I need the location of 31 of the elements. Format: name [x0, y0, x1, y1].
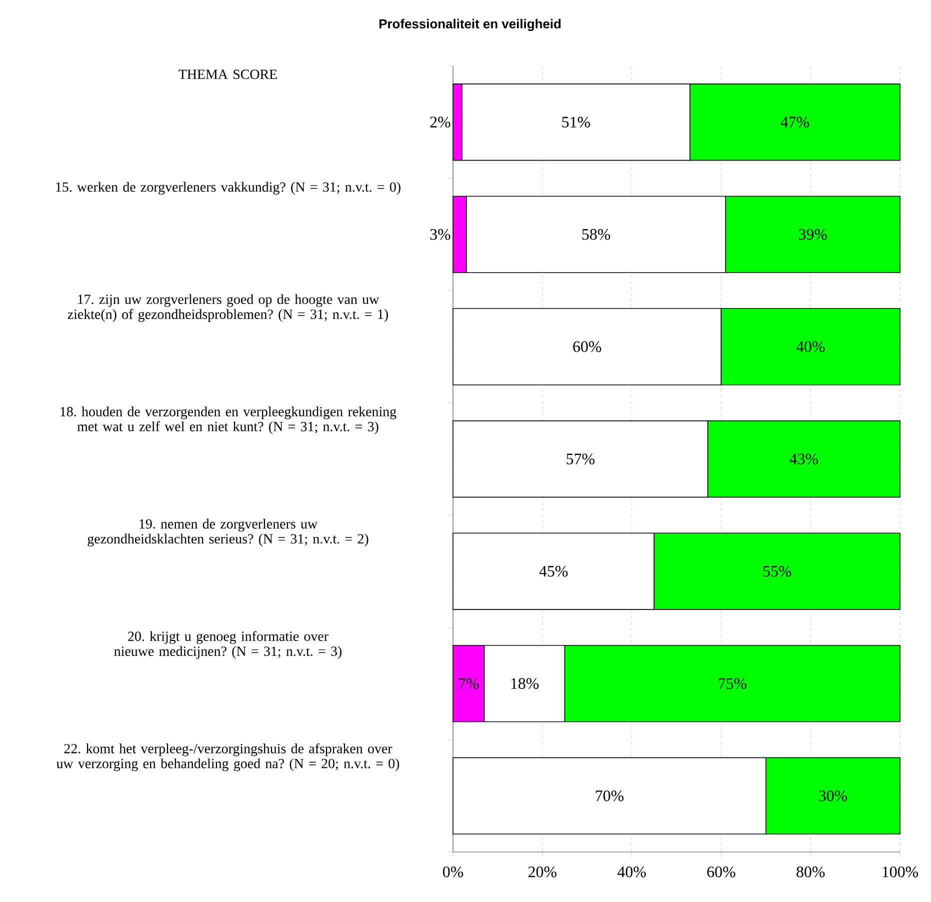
y-tick-label: 15. werken de zorgverleners vakkundig? (N = 31; n.v.t. = 0): [56, 182, 400, 195]
data-label: 47%: [780, 116, 810, 128]
data-label: 30%: [819, 790, 848, 802]
data-label: 58%: [582, 229, 610, 240]
x-tick-label: 60%: [707, 866, 736, 878]
x-tick-label: 0%: [442, 866, 464, 878]
x-tick-label: 100%: [882, 866, 918, 878]
data-label: 60%: [573, 341, 602, 352]
data-label: 39%: [799, 229, 827, 240]
y-tick-label: THEMA SCORE: [178, 70, 277, 80]
x-tick-label: 40%: [618, 866, 646, 878]
data-label: 51%: [562, 116, 590, 128]
x-tick-label: 20%: [528, 866, 556, 878]
y-tick-label: 17. zijn uw zorgverleners goed op de hoogte van uw ziekte(n) of gezondheidsproblemen? (N = 31; n.v.t. = 1): [68, 294, 388, 322]
data-label: 75%: [718, 678, 746, 689]
data-label: 7%: [459, 678, 479, 689]
y-tick-label: 19. nemen de zorgverleners uw gezondheidsklachten serieus? (N = 31; n.v.t. = 2): [88, 518, 368, 546]
data-label: 57%: [566, 454, 594, 464]
y-tick-label: 20. krijgt u genoeg informatie over nieuwe medicijnen? (N = 31; n.v.t. = 3): [114, 631, 342, 659]
y-tick-label: 22. komt het verpleeg-/verzorgingshuis de afspraken over uw verzorging en behandeling goed na? (N = 20; n.v.t. = 0): [56, 743, 400, 772]
y-tick-label: 18. houden de verzorgenden en verpleegkundigen rekening met wat u zelf wel en niet kunt? (N = 31; n.v.t. = 3): [60, 406, 396, 434]
data-label: 3%: [430, 229, 450, 240]
data-label: 18%: [511, 678, 539, 689]
data-label: 70%: [596, 790, 624, 802]
data-label: 45%: [539, 566, 568, 577]
data-label: 40%: [796, 341, 825, 352]
data-label: 2%: [430, 116, 450, 128]
chart-title: Professionaliteit en veiligheid: [379, 18, 561, 32]
data-label: 43%: [790, 454, 818, 464]
x-tick-label: 80%: [796, 866, 825, 878]
data-label: 55%: [763, 566, 792, 577]
